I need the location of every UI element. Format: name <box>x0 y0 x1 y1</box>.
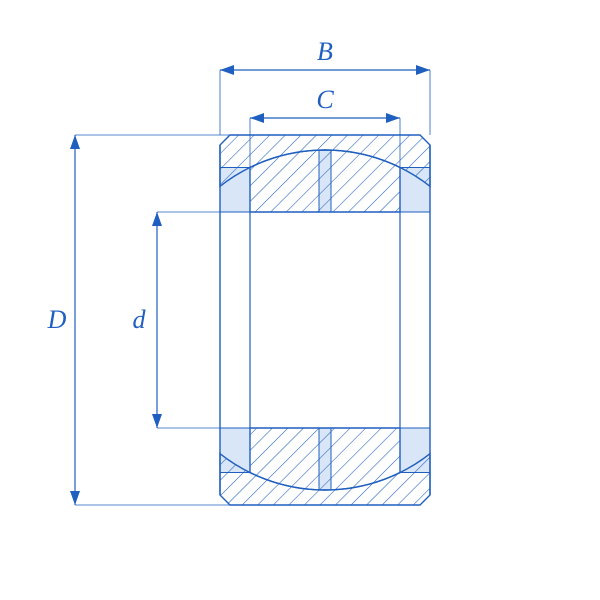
dimension-label-B: B <box>317 37 333 66</box>
dimension-label-d: d <box>133 305 147 334</box>
inner-ring-section <box>250 428 400 490</box>
arrowhead-icon <box>70 491 80 505</box>
arrowhead-icon <box>416 65 430 75</box>
dimension-label-C: C <box>316 85 334 114</box>
arrowhead-icon <box>250 113 264 123</box>
inner-ring-section <box>250 150 400 212</box>
arrowhead-icon <box>152 414 162 428</box>
dimension-label-D: D <box>47 305 67 334</box>
arrowhead-icon <box>152 212 162 226</box>
arrowhead-icon <box>220 65 234 75</box>
arrowhead-icon <box>386 113 400 123</box>
arrowhead-icon <box>70 135 80 149</box>
